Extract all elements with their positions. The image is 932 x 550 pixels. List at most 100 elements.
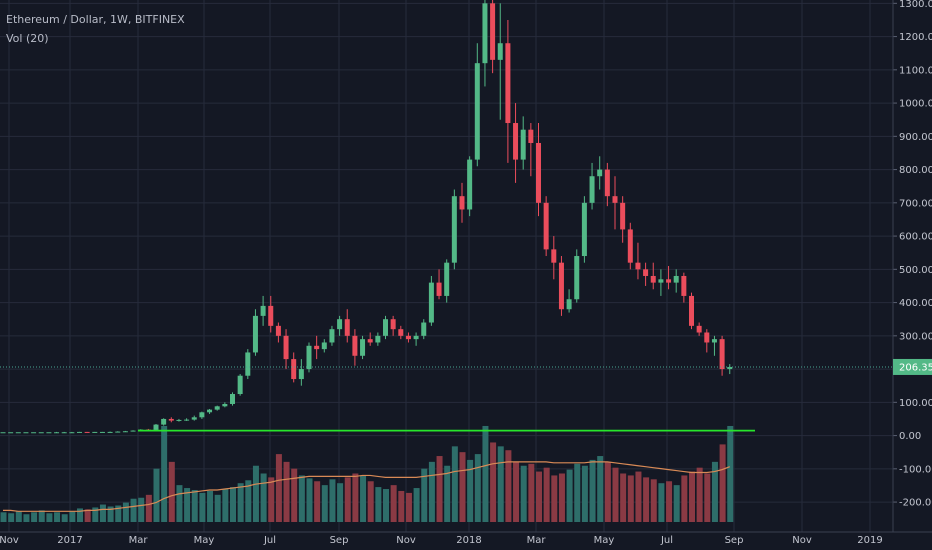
candle <box>153 423 159 431</box>
candle <box>436 269 442 300</box>
volume-bar <box>398 490 405 522</box>
volume-bar <box>436 456 443 522</box>
candle-body <box>482 3 488 64</box>
y-tick-label: 100.00 <box>899 398 932 409</box>
candle-body <box>719 339 725 370</box>
candle <box>666 266 672 290</box>
candle-body <box>428 282 434 323</box>
candle-body <box>620 202 626 230</box>
candle <box>505 19 511 163</box>
overlay-layer <box>0 366 893 432</box>
candle-body <box>367 339 373 343</box>
volume-bar <box>184 488 191 522</box>
candle <box>566 289 572 313</box>
volume-bar <box>681 475 688 522</box>
y-tick-label: 1100.00 <box>899 65 932 76</box>
candle-body <box>551 249 557 263</box>
volume-bar <box>54 512 61 522</box>
candle-body <box>658 279 664 283</box>
candle-body <box>581 202 587 257</box>
candle <box>597 156 603 190</box>
candle <box>474 43 480 167</box>
candle <box>130 430 136 432</box>
volume-bar <box>268 477 275 522</box>
candle-body <box>291 359 297 380</box>
candle-body <box>222 403 228 407</box>
candle <box>321 339 327 353</box>
candle <box>643 262 649 286</box>
volume-bar <box>291 468 298 522</box>
x-tick-label: May <box>594 535 615 546</box>
volume-bar <box>46 513 53 522</box>
volume-layer <box>0 425 734 522</box>
volume-bar <box>145 494 152 522</box>
y-tick-label: 700.00 <box>899 198 932 209</box>
volume-bar <box>490 442 497 522</box>
candle <box>0 432 6 434</box>
volume-bar <box>375 487 382 522</box>
candle-body <box>421 322 427 336</box>
candle <box>92 431 98 433</box>
y-tick-label: 900.00 <box>899 132 932 143</box>
candle <box>551 236 557 280</box>
volume-bar <box>237 483 244 522</box>
volume-bar <box>497 446 504 522</box>
candle <box>383 315 388 340</box>
candle-body <box>298 369 304 380</box>
volume-bar <box>635 471 642 522</box>
candle-body <box>643 269 649 276</box>
candle <box>275 322 281 343</box>
volume-bar <box>153 468 160 522</box>
volume-indicator-label[interactable]: Vol (20) <box>6 32 49 45</box>
candle <box>520 116 526 170</box>
x-tick-label: Nov <box>396 535 416 546</box>
volume-bar <box>130 498 137 522</box>
volume-bar <box>168 461 175 522</box>
candle <box>627 222 633 270</box>
volume-bar <box>413 488 420 522</box>
candle <box>574 249 580 303</box>
volume-bar <box>551 475 558 522</box>
volume-bar <box>306 478 313 522</box>
candle-body <box>84 431 90 433</box>
candle <box>581 196 587 263</box>
volume-bar <box>505 450 512 522</box>
candle <box>390 315 396 336</box>
candle <box>689 292 694 330</box>
candle <box>107 431 113 433</box>
candle <box>428 275 434 326</box>
volume-bar <box>597 456 604 522</box>
volume-bar <box>298 475 305 522</box>
candle <box>69 431 75 434</box>
candle-body <box>520 129 526 160</box>
volume-bar <box>8 513 15 522</box>
candle <box>214 405 220 411</box>
volume-bar <box>482 425 489 522</box>
candle <box>444 259 450 303</box>
volume-bar <box>138 497 145 522</box>
candle <box>673 269 679 293</box>
candle-body <box>283 335 289 360</box>
volume-bar <box>711 461 718 522</box>
candle-body <box>474 63 480 160</box>
candle-body <box>375 335 381 343</box>
candle <box>482 0 488 87</box>
y-tick-label: 0.00 <box>899 431 921 442</box>
candle-body <box>306 345 312 370</box>
volume-bar <box>589 459 596 522</box>
volume-bar <box>230 487 236 522</box>
volume-bar <box>528 463 535 522</box>
candle <box>15 432 21 434</box>
volume-bar <box>428 461 435 522</box>
candle-body <box>15 432 21 434</box>
candle <box>61 431 67 434</box>
volume-bar <box>77 508 83 522</box>
volume-bar <box>536 471 542 522</box>
symbol-title[interactable]: Ethereum / Dollar, 1W, BITFINEX <box>6 13 185 26</box>
candle-body <box>360 339 366 356</box>
candle-body <box>54 432 60 434</box>
volume-bar <box>252 465 259 522</box>
volume-bar <box>176 485 183 522</box>
